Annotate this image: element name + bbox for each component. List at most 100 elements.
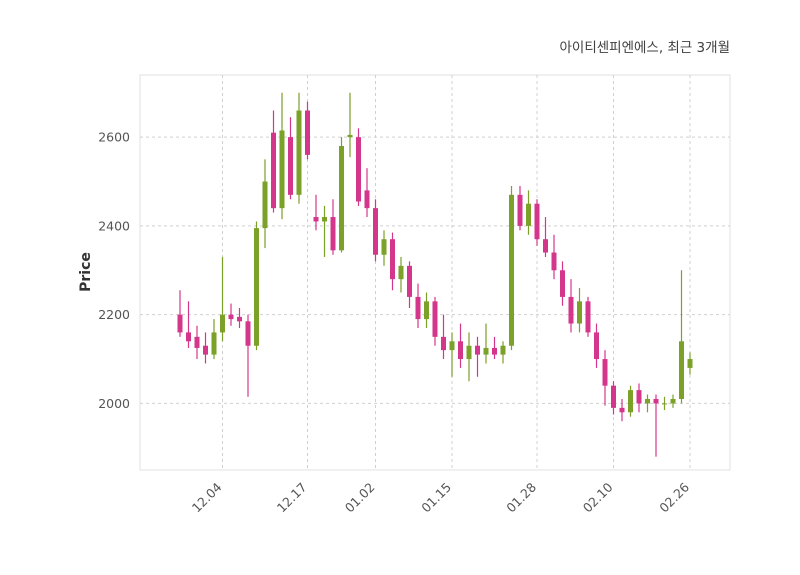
- candle-body: [424, 301, 429, 320]
- candle-down: [492, 336, 497, 360]
- candle-up: [628, 385, 633, 417]
- candle-body: [577, 301, 582, 324]
- candle-body: [534, 203, 540, 240]
- candle-down: [636, 383, 642, 413]
- candle-down: [551, 234, 557, 280]
- candle-up: [211, 319, 217, 360]
- y-axis-tick-labels: 2000 2200 2400 2600: [98, 130, 130, 411]
- candle-up: [483, 323, 489, 364]
- candle-down: [611, 381, 616, 415]
- candle-body: [415, 296, 421, 320]
- candle-up: [687, 352, 693, 375]
- candle-down: [458, 323, 463, 368]
- candle-body: [509, 194, 514, 346]
- candle-up: [296, 92, 302, 204]
- candle-body: [347, 134, 353, 138]
- candle-body: [568, 296, 574, 324]
- candle-body: [254, 228, 259, 346]
- candle-down: [288, 117, 293, 200]
- candle-body: [330, 217, 336, 251]
- candle-body: [560, 270, 565, 297]
- candle-body: [373, 208, 378, 255]
- candle-body: [585, 301, 591, 333]
- candle-down: [186, 301, 191, 348]
- candle-down: [305, 101, 310, 160]
- candle-body: [407, 265, 412, 297]
- candle-down: [415, 283, 421, 328]
- candle-up: [424, 292, 429, 328]
- candle-body: [441, 336, 446, 351]
- candle-body: [670, 398, 676, 404]
- candle-up: [662, 396, 667, 411]
- plot-area: [139, 74, 731, 471]
- candle-body: [381, 239, 387, 255]
- candle-up: [381, 230, 387, 266]
- x-tick-label: 01.02: [342, 480, 378, 516]
- candle-down: [177, 290, 183, 337]
- candle-down: [194, 325, 200, 360]
- candle-body: [636, 390, 642, 404]
- candle-body: [356, 137, 361, 202]
- candle-body: [237, 316, 242, 322]
- candle-down: [619, 398, 625, 422]
- candle-body: [398, 265, 404, 280]
- candle-body: [611, 385, 616, 408]
- candle-down: [534, 199, 540, 246]
- candle-body: [279, 130, 285, 209]
- x-tick-label: 12.04: [189, 479, 225, 515]
- candle-up: [577, 288, 582, 333]
- candle-down: [432, 296, 438, 346]
- candle-body: [543, 239, 548, 253]
- candle-body: [645, 398, 650, 404]
- candle-down: [560, 261, 565, 306]
- candle-body: [449, 341, 455, 351]
- candle-body: [492, 347, 497, 355]
- candle-down: [228, 303, 234, 326]
- candle-body: [483, 347, 489, 355]
- candle-up: [254, 221, 259, 351]
- candle-down: [585, 296, 591, 337]
- candle-body: [203, 345, 208, 355]
- candle-body: [228, 314, 234, 320]
- x-tick-label: 12.17: [274, 480, 310, 516]
- candle-up: [449, 332, 455, 377]
- candle-body: [220, 314, 225, 333]
- candle-down: [390, 232, 395, 291]
- candle-up: [509, 185, 514, 351]
- candle-up: [220, 256, 225, 342]
- candle-down: [517, 185, 523, 231]
- candle-up: [670, 394, 676, 408]
- candle-body: [364, 190, 370, 209]
- candle-up: [322, 205, 327, 257]
- x-tick-label: 02.10: [580, 479, 616, 515]
- x-tick-label: 02.26: [656, 479, 692, 515]
- x-axis-tick-labels: 12.04 12.17 01.02 01.15 01.28 02.10 02.26: [189, 479, 692, 515]
- candle-body: [602, 359, 608, 386]
- candle-body: [262, 181, 268, 229]
- candle-body: [296, 110, 302, 195]
- candle-body: [517, 194, 523, 226]
- candle-body: [271, 132, 276, 209]
- candle-down: [475, 336, 480, 377]
- candle-up: [500, 341, 506, 364]
- candle-down: [653, 394, 659, 457]
- candle-down: [602, 350, 608, 406]
- candle-body: [662, 403, 667, 405]
- candle-up: [526, 190, 531, 235]
- y-tick-label: 2000: [98, 396, 130, 411]
- candle-up: [262, 159, 268, 249]
- candle-body: [211, 332, 217, 355]
- candle-up: [679, 270, 684, 404]
- y-tick-label: 2200: [98, 307, 130, 322]
- candle-body: [526, 203, 531, 226]
- candle-down: [594, 323, 599, 368]
- candle-down: [237, 308, 242, 328]
- candle-down: [330, 199, 336, 255]
- candle-down: [373, 199, 378, 262]
- candle-body: [458, 341, 463, 360]
- candle-body: [687, 359, 693, 368]
- candle-down: [543, 217, 548, 257]
- candle-down: [407, 261, 412, 309]
- candle-body: [245, 321, 251, 346]
